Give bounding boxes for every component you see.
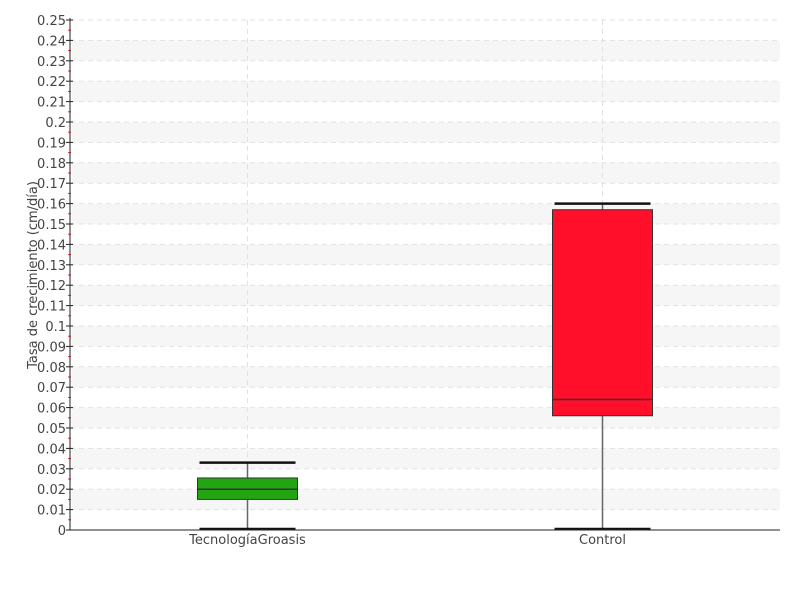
x-tick-label: Control [579, 533, 626, 548]
y-tick-label: 0.21 [37, 96, 66, 111]
x-tick-label: TecnologíaGroasis [188, 533, 306, 548]
y-tick-label: 0.18 [37, 157, 66, 172]
y-tick-label: 0.12 [37, 279, 66, 294]
y-tick-label: 0.11 [37, 300, 66, 315]
y-tick-label: 0.06 [37, 402, 66, 417]
y-axis-label: Tasa de crecimiento (cm/día) [26, 181, 41, 370]
y-tick-label: 0.09 [37, 340, 66, 355]
y-tick-label: 0.1 [45, 320, 66, 335]
y-tick-label: 0.17 [37, 177, 66, 192]
y-tick-label: 0.02 [37, 483, 66, 498]
y-tick-label: 0.19 [37, 136, 66, 151]
y-tick-label: 0.05 [37, 422, 66, 437]
grid-band [72, 448, 780, 469]
y-tick-label: 0.13 [37, 259, 66, 274]
y-tick-label: 0.22 [37, 75, 66, 90]
axes: 0 0.01 0.02 0.03 0.04 0.05 0.06 0.07 0.08 0.09 0.1… [37, 14, 780, 548]
grid-band [72, 122, 780, 143]
y-tick-label: 0.25 [37, 14, 66, 29]
y-tick-label: 0.2 [45, 116, 66, 131]
y-tick-label: 0.23 [37, 55, 66, 70]
y-tick-label: 0.07 [37, 381, 66, 396]
grid-band [72, 489, 780, 510]
grid-band [72, 81, 780, 102]
y-tick-label: 0.24 [37, 34, 66, 49]
boxes [197, 202, 653, 531]
grid-band [72, 326, 780, 347]
y-tick-label: 0.14 [37, 238, 66, 253]
grid-lines [70, 19, 780, 530]
y-tick-label: 0.16 [37, 198, 66, 213]
grid-band [72, 40, 780, 61]
grid-band [72, 244, 780, 265]
y-tick-label: 0 [58, 524, 66, 539]
grid-band [72, 366, 780, 388]
y-tick-label: 0.03 [37, 463, 66, 478]
y-tick-label: 0.15 [37, 218, 66, 233]
box-1 [552, 209, 653, 417]
y-tick-label: 0.01 [37, 504, 66, 519]
grid-band [72, 162, 780, 184]
grid-band [72, 285, 780, 306]
grid-band [72, 203, 780, 224]
y-tick-label: 0.04 [37, 442, 66, 457]
grid-bands [72, 40, 780, 510]
grid-band [72, 407, 780, 428]
y-tick-label: 0.08 [37, 361, 66, 376]
